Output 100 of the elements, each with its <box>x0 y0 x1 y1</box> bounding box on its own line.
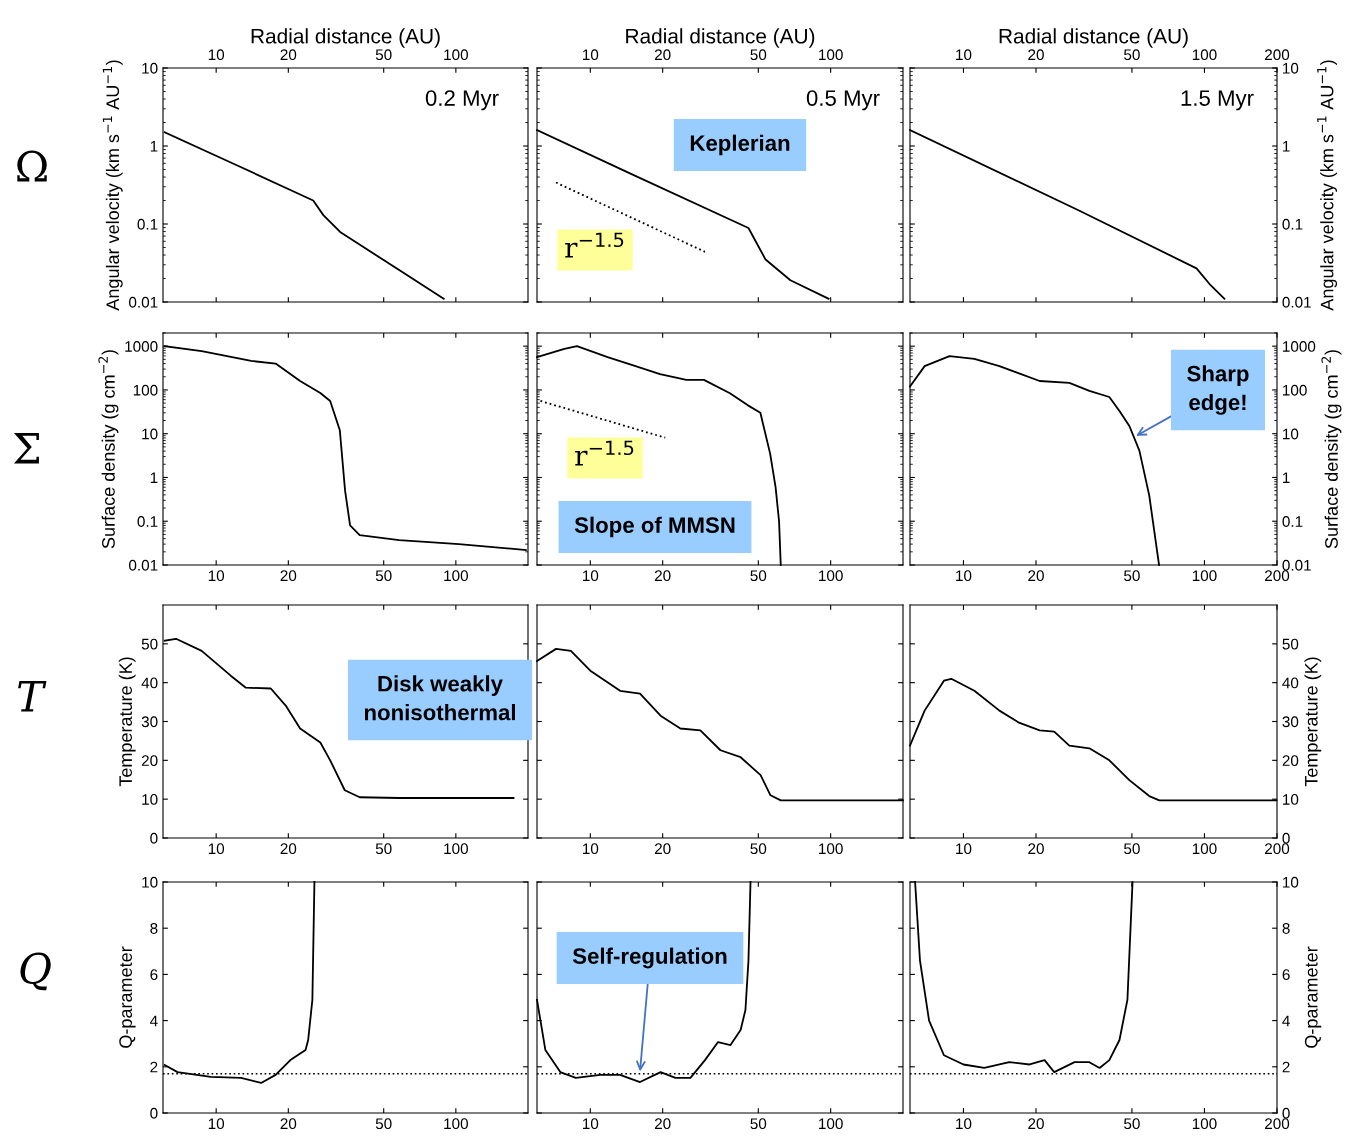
text: Σ <box>13 433 39 464</box>
annotation: r$^{−1.5}$ <box>575 440 634 466</box>
y-tick-label: 0 <box>1282 1107 1290 1119</box>
x-tick-label: 10 <box>956 843 972 855</box>
y-tick-label: 30 <box>1282 716 1299 728</box>
annotation: 0.5 Myr <box>806 90 880 111</box>
x-tick-label: 10 <box>582 1118 599 1130</box>
x-tick-label: 100 <box>819 49 843 61</box>
y-tick-label: 8 <box>150 923 158 934</box>
x-tick-label: 10 <box>208 1118 225 1130</box>
y-tick-label: 0.01 <box>1282 296 1311 308</box>
y-tick-label: 0.1 <box>1282 516 1303 527</box>
x-tick-label: 50 <box>1124 570 1140 582</box>
x-tick-label: 50 <box>750 570 767 582</box>
annotation: 0.2 Myr <box>425 90 499 111</box>
y-tick-label: 1 <box>1283 141 1290 152</box>
y-axis-title: Surface density (g cm$^{−2}$) <box>98 350 119 549</box>
x-tick-label: 20 <box>1028 49 1044 61</box>
y-tick-label: 10 <box>1283 428 1299 440</box>
x-tick-label: 20 <box>1028 570 1044 582</box>
x-tick-label: 100 <box>819 570 843 582</box>
x-axis-title: Radial distance (AU) <box>626 28 815 48</box>
x-tick-label: 20 <box>1028 843 1044 855</box>
x-tick-label: 10 <box>582 570 599 582</box>
y-tick-label: 20 <box>1282 755 1299 767</box>
y-tick-label: 10 <box>1283 794 1299 805</box>
y-tick-label: 1 <box>1283 472 1290 484</box>
y-axis-title: Q-parameter <box>119 946 136 1048</box>
y-tick-label: 1000 <box>1283 341 1316 352</box>
x-tick-label: 10 <box>582 843 599 855</box>
y-tick-label: 0.1 <box>137 218 158 230</box>
y-tick-label: 10 <box>142 62 158 74</box>
y-tick-label: 30 <box>141 716 158 728</box>
x-axis-title: Radial distance (AU) <box>999 28 1188 48</box>
annotation: r$^{−1.5}$ <box>565 232 624 258</box>
x-tick-label: 50 <box>375 1118 392 1130</box>
x-tick-label: 20 <box>280 570 297 582</box>
x-tick-label: 10 <box>582 49 599 61</box>
y-axis-title: Temperature (K) <box>118 657 136 787</box>
x-tick-label: 100 <box>1192 570 1217 582</box>
y-axis-title: Q-parameter <box>1304 946 1322 1048</box>
annotation: Disk weakly nonisothermal <box>364 675 515 721</box>
x-tick-label: 100 <box>444 843 468 855</box>
annotation: Keplerian <box>690 134 790 156</box>
text: Q <box>20 952 51 991</box>
y-tick-label: 6 <box>1282 969 1290 981</box>
y-tick-label: 2 <box>1282 1061 1290 1073</box>
y-tick-label: 0.01 <box>129 559 158 571</box>
y-tick-label: 100 <box>1283 384 1307 396</box>
annotation: 1.5 Myr <box>1181 90 1254 111</box>
x-tick-label: 200 <box>1265 1118 1290 1130</box>
y-tick-label: 1 <box>150 472 158 484</box>
x-tick-label: 100 <box>444 570 468 582</box>
x-tick-label: 50 <box>1124 49 1140 61</box>
text: Ω <box>17 150 47 182</box>
x-tick-label: 200 <box>1265 49 1290 61</box>
x-tick-label: 100 <box>1192 1118 1217 1130</box>
y-tick-label: 4 <box>1282 1015 1290 1027</box>
y-tick-label: 1000 <box>125 341 158 352</box>
x-tick-label: 50 <box>750 1118 767 1130</box>
x-tick-label: 100 <box>444 1118 468 1130</box>
y-axis-title: Angular velocity (km s$^{−1}$ AU$^{−1}$) <box>102 60 123 311</box>
y-tick-label: 10 <box>142 794 158 805</box>
y-tick-label: 4 <box>149 1015 158 1027</box>
x-axis-title: Radial distance (AU) <box>251 28 440 48</box>
y-tick-label: 8 <box>1282 923 1290 934</box>
x-tick-label: 20 <box>280 1118 297 1130</box>
y-tick-label: 2 <box>150 1061 158 1073</box>
y-axis-title: Temperature (K) <box>1304 657 1322 787</box>
x-tick-label: 20 <box>1028 1118 1044 1130</box>
x-tick-label: 50 <box>1124 1118 1140 1130</box>
x-tick-label: 20 <box>654 843 671 855</box>
y-tick-label: 0.01 <box>129 296 158 308</box>
x-tick-label: 20 <box>654 49 671 61</box>
y-tick-label: 0 <box>150 1107 158 1119</box>
y-tick-label: 0.01 <box>1282 559 1311 571</box>
x-tick-label: 10 <box>956 1118 972 1130</box>
y-tick-label: 0.1 <box>1282 218 1303 230</box>
x-tick-label: 100 <box>1192 49 1217 61</box>
y-tick-label: 1 <box>150 141 158 152</box>
x-tick-label: 10 <box>208 843 225 855</box>
y-tick-label: 20 <box>141 755 158 767</box>
x-tick-label: 10 <box>956 570 972 582</box>
x-tick-label: 100 <box>1192 843 1217 855</box>
x-tick-label: 50 <box>1124 843 1140 855</box>
y-tick-label: 10 <box>142 428 158 440</box>
y-tick-label: 0.1 <box>137 516 158 527</box>
x-tick-label: 100 <box>819 843 843 855</box>
y-axis-title: Surface density (g cm$^{−2}$) <box>1321 350 1342 549</box>
x-tick-label: 10 <box>956 49 972 61</box>
text: T <box>18 681 47 712</box>
x-tick-label: 100 <box>819 1118 843 1130</box>
y-tick-label: 50 <box>1282 638 1299 650</box>
x-tick-label: 20 <box>280 49 297 61</box>
y-tick-label: 40 <box>1282 677 1299 689</box>
y-axis-title: Angular velocity (km s$^{−1}$ AU$^{−1}$) <box>1317 60 1338 311</box>
x-tick-label: 20 <box>280 843 297 855</box>
y-tick-label: 6 <box>150 969 158 981</box>
x-tick-label: 50 <box>375 570 392 582</box>
x-tick-label: 50 <box>750 49 767 61</box>
